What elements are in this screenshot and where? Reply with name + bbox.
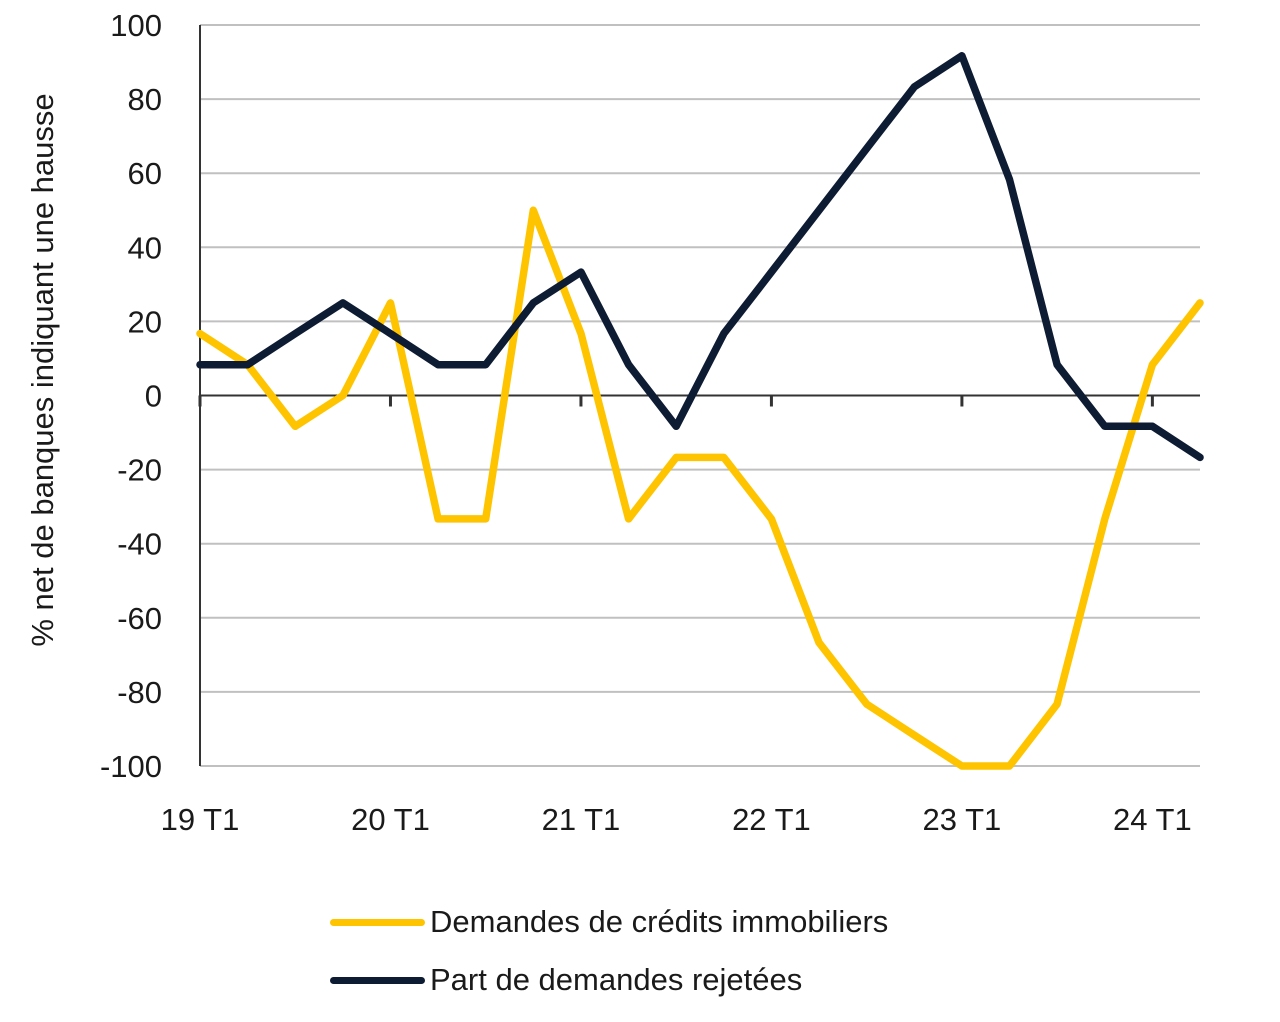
- y-tick-label: 40: [128, 230, 162, 265]
- y-tick-label: 100: [110, 8, 162, 43]
- line-chart: 100 80 60 40 20 0 -20 -40 -60 -80 -100 19 T1 20 T1 2…: [25, 8, 1204, 837]
- legend-label-rejetees: Part de demandes rejetées: [430, 962, 803, 997]
- y-tick-label: -80: [117, 675, 162, 710]
- x-tick-label: 24 T1: [1113, 802, 1192, 837]
- y-tick-label: 0: [145, 379, 162, 414]
- legend-label-demandes: Demandes de crédits immobiliers: [430, 904, 889, 939]
- series-line-rejetees: [196, 52, 1204, 462]
- x-tick-label: 23 T1: [923, 802, 1002, 837]
- y-tick-label: 60: [128, 156, 162, 191]
- y-tick-label: 20: [128, 304, 162, 339]
- legend-item-rejetees: Part de demandes rejetées: [330, 951, 888, 1009]
- series-lines: [196, 52, 1204, 770]
- y-tick-label: -40: [117, 527, 162, 562]
- x-tick-label: 22 T1: [732, 802, 811, 837]
- y-tick-label: -20: [117, 453, 162, 488]
- x-tick-label: 19 T1: [161, 802, 240, 837]
- x-tick-label: 21 T1: [542, 802, 621, 837]
- gridlines: [200, 24, 1200, 767]
- y-tick-label: -60: [117, 601, 162, 636]
- legend: Demandes de crédits immobiliers Part de …: [330, 893, 888, 1009]
- x-tick-label: 20 T1: [351, 802, 430, 837]
- legend-item-demandes: Demandes de crédits immobiliers: [330, 893, 888, 951]
- y-tick-label: 80: [128, 82, 162, 117]
- y-tick-labels: 100 80 60 40 20 0 -20 -40 -60 -80 -100: [100, 8, 162, 784]
- x-tick-labels: 19 T1 20 T1 21 T1 22 T1 23 T1 24 T1: [161, 802, 1192, 837]
- y-tick-label: -100: [100, 749, 162, 784]
- legend-swatch-demandes: [330, 918, 425, 926]
- y-axis-title: % net de banques indiquant une hausse: [25, 93, 60, 646]
- legend-swatch-rejetees: [330, 976, 425, 984]
- axes: [198, 25, 1200, 766]
- series-line-demandes: [196, 206, 1204, 770]
